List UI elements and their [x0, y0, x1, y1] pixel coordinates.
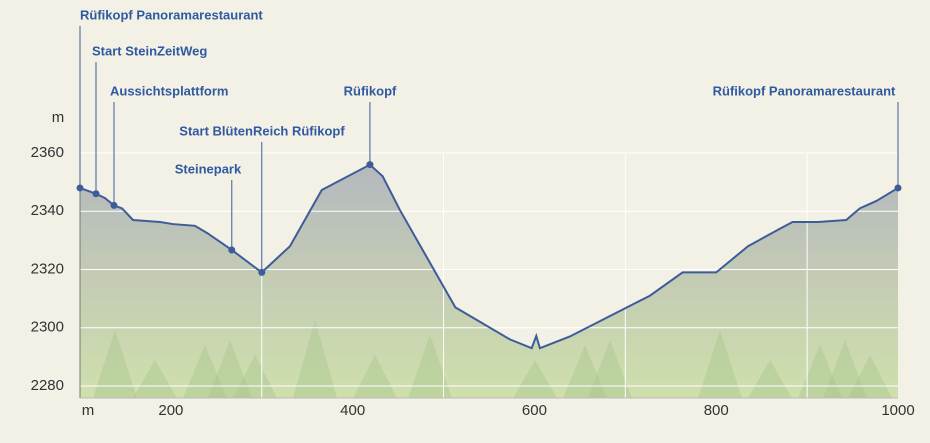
- point-marker: [258, 269, 265, 276]
- x-tick-label: 200: [158, 402, 183, 419]
- y-tick-label: 2360: [31, 144, 64, 161]
- chart: m 2280 2300 2320 2340 2360 m 200 400 600 800 1000 R…: [0, 0, 930, 438]
- point-marker: [228, 246, 235, 253]
- x-tick-label: 400: [340, 402, 365, 419]
- point-marker: [77, 184, 84, 191]
- y-axis-label: m: [52, 109, 65, 126]
- point-label: Rüfikopf Panoramarestaurant: [80, 7, 263, 22]
- point-label: Start SteinZeitWeg: [92, 43, 207, 58]
- y-tick-label: 2300: [31, 319, 64, 336]
- y-tick-label: 2280: [31, 377, 64, 394]
- point-marker: [92, 190, 99, 197]
- y-tick-label: 2340: [31, 202, 64, 219]
- x-tick-label: 800: [704, 402, 729, 419]
- x-tick-label: 600: [522, 402, 547, 419]
- point-marker: [110, 202, 117, 209]
- point-label: Aussichtsplattform: [110, 83, 228, 98]
- point-marker: [366, 161, 373, 168]
- point-label: Start BlütenReich Rüfikopf: [179, 123, 345, 138]
- x-tick-label: 1000: [881, 402, 914, 419]
- point-label: Steinepark: [175, 161, 242, 176]
- point-marker: [895, 184, 902, 191]
- y-tick-label: 2320: [31, 260, 64, 277]
- point-label: Rüfikopf Panoramarestaurant: [713, 83, 896, 98]
- x-tick-label: m: [82, 402, 95, 419]
- point-label: Rüfikopf: [344, 83, 397, 98]
